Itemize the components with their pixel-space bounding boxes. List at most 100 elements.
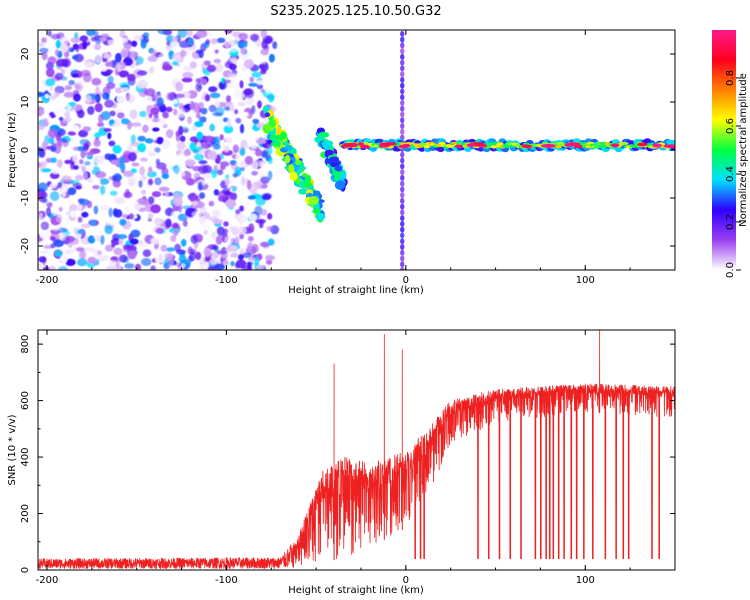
- spectrogram-blob: [181, 188, 190, 194]
- spectrogram-blob: [400, 105, 405, 112]
- spectrogram-blob: [45, 67, 55, 78]
- spectrogram-blob: [183, 66, 193, 71]
- spectrogram-blob: [215, 235, 223, 245]
- spectrogram-blob: [149, 68, 154, 74]
- spectrogram-blob: [150, 107, 160, 115]
- spectrogram-blob: [75, 229, 84, 235]
- spectrogram-blob: [147, 152, 156, 157]
- spectrogram-blob: [140, 40, 147, 49]
- spectrogram-blob: [72, 154, 78, 162]
- spectrogram-blob: [173, 228, 179, 237]
- spectrogram-blob: [139, 166, 146, 176]
- spectrogram-blob: [38, 182, 48, 192]
- spectrogram-blob: [75, 175, 84, 181]
- spectrogram-blob: [198, 192, 206, 200]
- spectrogram-blob: [67, 131, 77, 136]
- spectrogram-blob: [38, 106, 45, 116]
- spectrogram-blob: [268, 156, 273, 165]
- spectrogram-blob: [201, 78, 207, 86]
- spectrogram-blob: [255, 218, 266, 224]
- spectrogram-blob: [334, 180, 345, 190]
- spectrogram-blob: [264, 84, 275, 94]
- spectrogram-blob: [231, 186, 237, 192]
- spectrogram-blob: [454, 144, 463, 149]
- spectrogram-blob: [230, 252, 239, 258]
- spectrogram-blob: [104, 153, 112, 160]
- spectrogram-blob: [40, 160, 48, 167]
- spectrogram-blob: [266, 225, 274, 232]
- spectrogram-ytick-label: 20: [20, 48, 31, 61]
- spectrogram-blob: [126, 93, 136, 104]
- spectrogram-blob: [52, 209, 58, 216]
- spectrogram-blob: [83, 172, 88, 181]
- spectrogram-blob: [190, 234, 198, 244]
- spectrogram-blob: [61, 175, 72, 182]
- spectrogram-blob: [208, 200, 215, 207]
- spectrogram-blob: [260, 48, 270, 56]
- spectrogram-blob: [205, 30, 215, 38]
- spectrogram-blob: [100, 185, 106, 195]
- spectrogram-blob: [83, 150, 88, 157]
- spectrogram-blob: [400, 267, 405, 270]
- spectrogram-blob: [150, 49, 158, 57]
- spectrogram-blob: [400, 128, 405, 135]
- spectrogram-blob: [122, 244, 132, 250]
- spectrogram-blob: [246, 180, 252, 190]
- spectrogram-blob: [92, 179, 101, 185]
- spectrogram-blob: [104, 224, 113, 235]
- spectrogram-blob: [130, 168, 137, 174]
- spectrogram-blob: [66, 104, 72, 111]
- spectrogram-blob: [69, 246, 77, 253]
- spectrogram-blob: [248, 223, 255, 234]
- spectrogram-blob: [38, 124, 45, 131]
- spectrogram-blob: [282, 141, 290, 146]
- spectrogram-blob: [109, 110, 116, 117]
- spectrogram-blob: [242, 112, 249, 117]
- spectrogram-blob: [211, 231, 218, 240]
- spectrogram-blob: [159, 105, 167, 113]
- spectrogram-blob: [229, 63, 237, 71]
- spectrogram-blob: [50, 236, 56, 241]
- spectrogram-blob: [610, 143, 620, 148]
- spectrogram-blob: [53, 239, 64, 248]
- spectrogram-blob: [105, 61, 113, 67]
- spectrogram-blob: [85, 247, 95, 252]
- spectrogram-blob: [61, 187, 66, 198]
- spectrogram-blob: [191, 210, 202, 218]
- spectrogram-blob: [180, 263, 186, 268]
- spectrogram-blob: [145, 112, 150, 122]
- spectrogram-blob: [131, 162, 140, 167]
- spectrogram-blob: [400, 163, 405, 170]
- spectrogram-blob: [244, 155, 253, 165]
- spectrogram-blob: [333, 171, 341, 181]
- spectrogram-blob: [260, 150, 268, 158]
- spectrogram-blob: [159, 117, 167, 127]
- spectrogram-blob: [100, 111, 111, 121]
- spectrogram-blob: [181, 77, 193, 83]
- spectrogram-blob: [260, 208, 268, 216]
- spectrogram-blob: [218, 101, 226, 108]
- spectrogram-blob: [400, 65, 405, 72]
- spectrogram-blob: [41, 37, 47, 43]
- spectrogram-blob: [38, 146, 43, 156]
- spectrogram-blob: [187, 116, 192, 125]
- spectrogram-blob: [223, 221, 229, 227]
- spectrogram-blob: [400, 220, 405, 227]
- spectrogram-blob: [240, 176, 246, 186]
- spectrogram-blob: [97, 250, 102, 256]
- spectrogram-blob: [54, 250, 63, 257]
- spectrogram-blob: [400, 88, 405, 95]
- spectrogram-blob: [167, 147, 174, 158]
- snr-xtick-label: -200: [36, 575, 59, 586]
- spectrogram-blob: [56, 159, 63, 168]
- spectrogram-blob: [180, 171, 186, 177]
- spectrogram-blob: [129, 109, 138, 120]
- spectrogram-blob: [400, 255, 405, 262]
- spectrogram-blob: [289, 171, 298, 181]
- spectrogram-blob: [400, 71, 405, 78]
- spectrogram-blob: [158, 186, 170, 192]
- spectrogram-blob: [205, 39, 211, 45]
- spectrogram-blob: [49, 183, 57, 189]
- spectrogram-blob: [86, 30, 96, 37]
